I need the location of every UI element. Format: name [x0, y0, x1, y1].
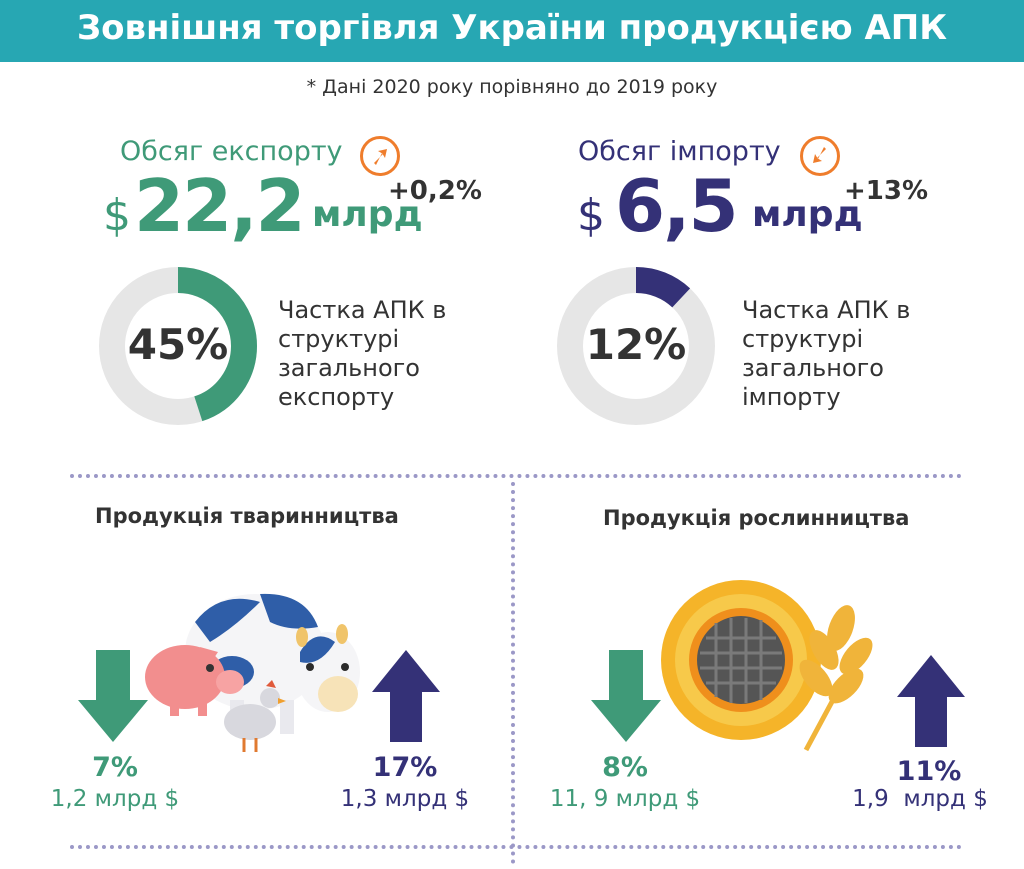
- sunflower-icon: [661, 580, 821, 740]
- divider-top: [70, 474, 962, 478]
- sunflower-wheat-illustration: [661, 580, 873, 752]
- import-share-value: 12%: [585, 320, 687, 369]
- page-title: Зовнішня торгівля України продукцією АПК: [76, 8, 948, 48]
- wheat-icon: [799, 605, 873, 752]
- data-note: * Дані 2020 року порівняно до 2019 року: [306, 76, 718, 98]
- import-share-arc: [557, 267, 715, 425]
- arrow-down-left-icon: [800, 136, 840, 176]
- share-text-line: загального: [278, 354, 420, 382]
- crops-export-pct: 8%: [602, 752, 648, 783]
- livestock-export-value: 1,2 млрд $: [50, 786, 180, 812]
- import-unit: млрд: [752, 194, 863, 235]
- export-currency: $: [103, 190, 131, 241]
- header-banner: [0, 0, 1024, 62]
- crops-title: Продукція рослинництва: [603, 506, 910, 530]
- divider-vertical: [511, 482, 515, 864]
- share-text-line: імпорту: [742, 383, 841, 411]
- export-share-donut: [99, 267, 257, 425]
- pig-body: [145, 645, 225, 709]
- livestock-export-pct: 7%: [92, 752, 138, 783]
- crops-export-value: 11, 9 млрд $: [549, 786, 701, 812]
- import-share-text: Частка АПК в структурі загального імпорт…: [742, 296, 910, 412]
- arrow-down-icon: [78, 650, 148, 742]
- livestock-title: Продукція тваринництва: [95, 504, 399, 528]
- export-change: +0,2%: [388, 176, 482, 206]
- export-share-arc: [99, 267, 257, 425]
- arrow-up-icon: [372, 650, 440, 742]
- export-share-text: Частка АПК в структурі загального експор…: [278, 296, 446, 412]
- share-text-line: Частка АПК в: [278, 296, 447, 324]
- share-text-line: структурі: [742, 325, 864, 353]
- import-change: +13%: [844, 176, 929, 206]
- share-text-line: загального: [742, 354, 884, 382]
- livestock-import-value: 1,3 млрд $: [340, 786, 470, 812]
- export-share-value: 45%: [127, 320, 229, 369]
- livestock-import-pct: 17%: [372, 752, 438, 783]
- crops-import-pct: 11%: [896, 756, 962, 787]
- export-unit: млрд: [312, 194, 423, 235]
- share-text-line: експорту: [278, 383, 395, 411]
- arrow-up-right-icon: [360, 136, 400, 176]
- arrow-down-icon: [591, 650, 661, 742]
- import-currency: $: [577, 190, 605, 241]
- export-volume-label: Обсяг експорту: [120, 136, 343, 167]
- share-text-line: структурі: [278, 325, 400, 353]
- export-value: 22,2: [134, 164, 306, 248]
- import-value: 6,5: [615, 164, 739, 248]
- import-share-donut: [557, 267, 715, 425]
- chicken-body: [224, 704, 276, 740]
- crops-import-value: 1,9 млрд $: [852, 786, 988, 812]
- import-volume-label: Обсяг імпорту: [578, 136, 781, 167]
- farm-animals-illustration: [145, 593, 360, 752]
- share-text-line: Частка АПК в: [742, 296, 911, 324]
- divider-bottom: [70, 845, 962, 849]
- arrow-up-icon: [897, 655, 965, 747]
